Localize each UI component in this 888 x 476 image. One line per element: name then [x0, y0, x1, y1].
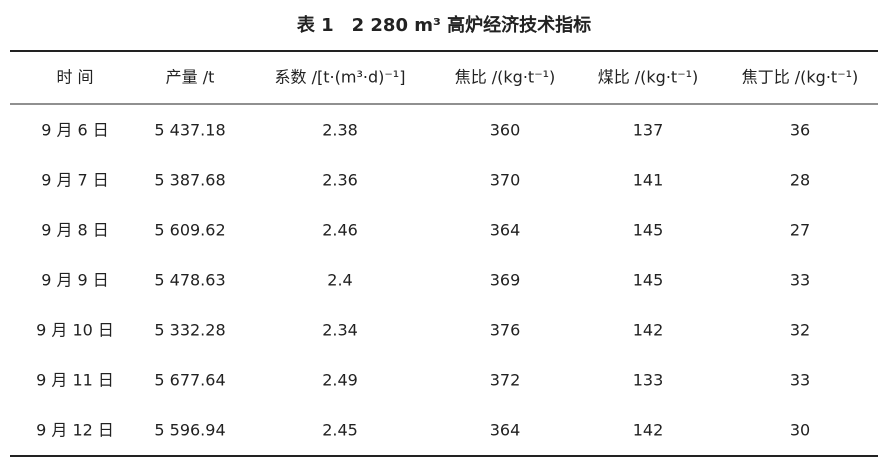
table-cell: 5 609.62 — [154, 221, 225, 240]
column-header: 产量 /t — [166, 68, 215, 87]
table-cell: 5 677.64 — [154, 371, 225, 390]
column-header: 焦比 /(kg·t⁻¹) — [455, 68, 556, 87]
column-header: 系数 /[t·(m³·d)⁻¹] — [275, 68, 406, 87]
table-cell: 5 437.18 — [154, 121, 225, 140]
table-cell: 2.34 — [322, 321, 358, 340]
table-cell: 9 月 6 日 — [41, 121, 109, 140]
table-cell: 133 — [633, 371, 664, 390]
table-cell: 9 月 8 日 — [41, 221, 109, 240]
table-cell: 360 — [490, 121, 521, 140]
table-cell: 5 332.28 — [154, 321, 225, 340]
table-cell: 364 — [490, 221, 521, 240]
column-header: 焦丁比 /(kg·t⁻¹) — [742, 68, 859, 87]
table-cell: 9 月 11 日 — [36, 371, 114, 390]
table-cell: 2.45 — [322, 421, 358, 440]
column-header: 煤比 /(kg·t⁻¹) — [598, 68, 699, 87]
table-cell: 372 — [490, 371, 521, 390]
table-cell: 5 478.63 — [154, 271, 225, 290]
table-cell: 5 387.68 — [154, 171, 225, 190]
table-cell: 2.38 — [322, 121, 358, 140]
table-cell: 32 — [790, 321, 810, 340]
table-cell: 370 — [490, 171, 521, 190]
table-cell: 9 月 9 日 — [41, 271, 109, 290]
table-cell: 2.46 — [322, 221, 358, 240]
table-cell: 27 — [790, 221, 810, 240]
table-cell: 2.49 — [322, 371, 358, 390]
table-cell: 2.36 — [322, 171, 358, 190]
table-cell: 33 — [790, 371, 810, 390]
table-cell: 5 596.94 — [154, 421, 225, 440]
table-cell: 9 月 10 日 — [36, 321, 114, 340]
table-cell: 142 — [633, 321, 664, 340]
table-cell: 9 月 12 日 — [36, 421, 114, 440]
table-cell: 28 — [790, 171, 810, 190]
table-cell: 145 — [633, 271, 664, 290]
table-cell: 36 — [790, 121, 810, 140]
table-cell: 2.4 — [327, 271, 352, 290]
column-header: 时 间 — [56, 68, 93, 87]
table-cell: 376 — [490, 321, 521, 340]
table-title: 表 1 2 280 m³ 高炉经济技术指标 — [297, 14, 591, 36]
table-cell: 364 — [490, 421, 521, 440]
table-cell: 142 — [633, 421, 664, 440]
table-cell: 141 — [633, 171, 664, 190]
table-cell: 33 — [790, 271, 810, 290]
table-cell: 9 月 7 日 — [41, 171, 109, 190]
table-cell: 30 — [790, 421, 810, 440]
table-cell: 145 — [633, 221, 664, 240]
table-cell: 369 — [490, 271, 521, 290]
table-cell: 137 — [633, 121, 664, 140]
